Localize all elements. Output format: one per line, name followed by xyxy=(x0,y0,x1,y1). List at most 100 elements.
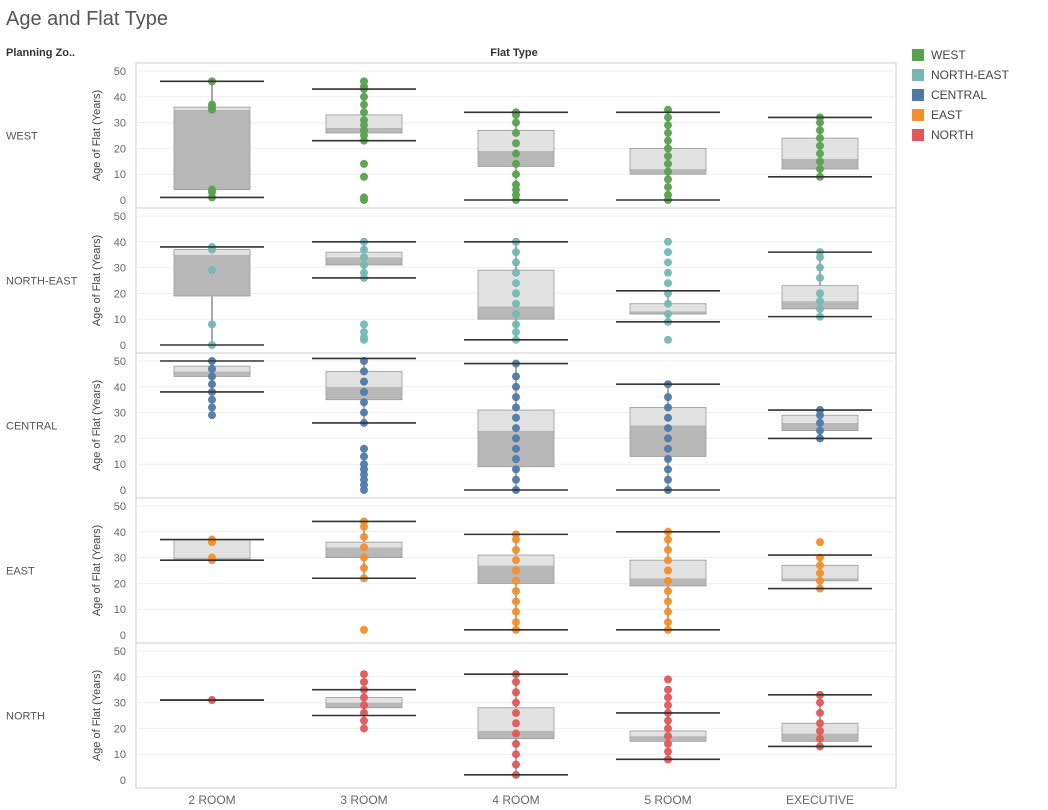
box-2-room xyxy=(160,535,264,565)
legend-item-north[interactable]: NORTH xyxy=(912,125,1009,145)
legend-swatch xyxy=(912,69,924,81)
y-tick-label: 10 xyxy=(114,459,126,471)
box-2-room xyxy=(160,242,264,349)
data-point xyxy=(208,403,216,412)
data-point xyxy=(512,434,520,443)
data-point xyxy=(512,607,520,616)
data-point xyxy=(816,157,824,166)
row-label: EAST xyxy=(6,566,35,578)
data-point xyxy=(360,100,368,109)
box-executive xyxy=(768,690,872,751)
data-point xyxy=(816,698,824,707)
data-point xyxy=(512,413,520,422)
data-point xyxy=(208,372,216,381)
legend-label: EAST xyxy=(931,108,963,122)
data-point xyxy=(208,411,216,420)
row-panel-north-east: 0 10 20 30 40 50 Age of Flat (Years) NORTH-EAST xyxy=(6,207,897,354)
legend-item-central[interactable]: CENTRAL xyxy=(912,85,1009,105)
data-point xyxy=(664,465,672,474)
data-point xyxy=(512,455,520,464)
data-point xyxy=(664,175,672,184)
box-4-room xyxy=(464,237,568,344)
data-point xyxy=(512,760,520,769)
box-5-room xyxy=(616,675,720,764)
data-point xyxy=(664,335,672,344)
row-label: WEST xyxy=(6,131,38,143)
y-tick-label: 10 xyxy=(114,314,126,326)
data-point xyxy=(816,726,824,735)
data-point xyxy=(360,159,368,168)
data-point xyxy=(664,701,672,710)
data-point xyxy=(512,393,520,402)
data-point xyxy=(360,261,368,270)
y-axis-label: Age of Flat (Years) xyxy=(91,525,103,616)
data-point xyxy=(512,688,520,697)
data-point xyxy=(512,750,520,759)
data-point xyxy=(512,180,520,189)
data-point xyxy=(512,403,520,412)
data-point xyxy=(360,193,368,202)
data-point xyxy=(512,566,520,575)
box-executive xyxy=(768,538,872,593)
box-3-room xyxy=(312,357,416,494)
data-point xyxy=(208,266,216,275)
data-point xyxy=(816,126,824,135)
boxplot-chart[interactable]: 0 10 20 30 40 50 Age of Flat (Years) WEST 0 10 20 3… xyxy=(0,0,900,810)
data-point xyxy=(360,670,368,679)
data-point xyxy=(664,424,672,433)
data-point xyxy=(664,167,672,176)
data-point xyxy=(664,299,672,308)
box-4-room xyxy=(464,530,568,634)
box-4-room xyxy=(464,359,568,494)
data-point xyxy=(512,258,520,267)
y-tick-label: 0 xyxy=(120,340,126,352)
data-point xyxy=(512,424,520,433)
data-point xyxy=(360,563,368,572)
data-point xyxy=(664,587,672,596)
data-point xyxy=(664,545,672,554)
data-point xyxy=(816,708,824,717)
data-point xyxy=(664,190,672,199)
y-tick-label: 50 xyxy=(114,646,126,658)
data-point xyxy=(664,113,672,122)
legend-item-north-east[interactable]: NORTH-EAST xyxy=(912,65,1009,85)
data-point xyxy=(664,455,672,464)
data-point xyxy=(360,387,368,396)
box-2-room xyxy=(160,696,264,705)
data-point xyxy=(816,538,824,547)
data-point xyxy=(512,545,520,554)
data-point xyxy=(664,566,672,575)
row-header[interactable]: Planning Zo.. xyxy=(6,47,76,59)
data-point xyxy=(816,576,824,585)
data-point xyxy=(664,268,672,277)
legend-item-west[interactable]: WEST xyxy=(912,45,1009,65)
data-point xyxy=(664,183,672,192)
data-point xyxy=(816,561,824,570)
y-tick-label: 0 xyxy=(120,195,126,207)
data-point xyxy=(664,597,672,606)
box-lower xyxy=(478,150,554,167)
y-tick-label: 10 xyxy=(114,169,126,181)
legend: WEST NORTH-EAST CENTRAL EAST NORTH xyxy=(912,45,1009,145)
y-tick-label: 20 xyxy=(114,143,126,155)
box-executive xyxy=(768,248,872,321)
data-point xyxy=(512,475,520,484)
row-panel-central: 0 10 20 30 40 50 Age of Flat (Years) CENTRAL xyxy=(6,352,897,499)
data-point xyxy=(816,734,824,743)
data-point xyxy=(512,170,520,179)
data-point xyxy=(360,625,368,634)
legend-item-east[interactable]: EAST xyxy=(912,105,1009,125)
legend-label: WEST xyxy=(931,48,966,62)
y-axis-label: Age of Flat (Years) xyxy=(91,90,103,181)
box-4-room xyxy=(464,670,568,779)
data-point xyxy=(664,724,672,733)
data-point xyxy=(360,108,368,117)
data-point xyxy=(208,185,216,194)
data-point xyxy=(664,685,672,694)
data-point xyxy=(816,289,824,298)
data-point xyxy=(208,380,216,389)
y-axis-label: Age of Flat (Years) xyxy=(91,235,103,326)
legend-swatch xyxy=(912,109,924,121)
x-tick-label: EXECUTIVE xyxy=(786,793,854,807)
column-header[interactable]: Flat Type xyxy=(490,47,538,59)
